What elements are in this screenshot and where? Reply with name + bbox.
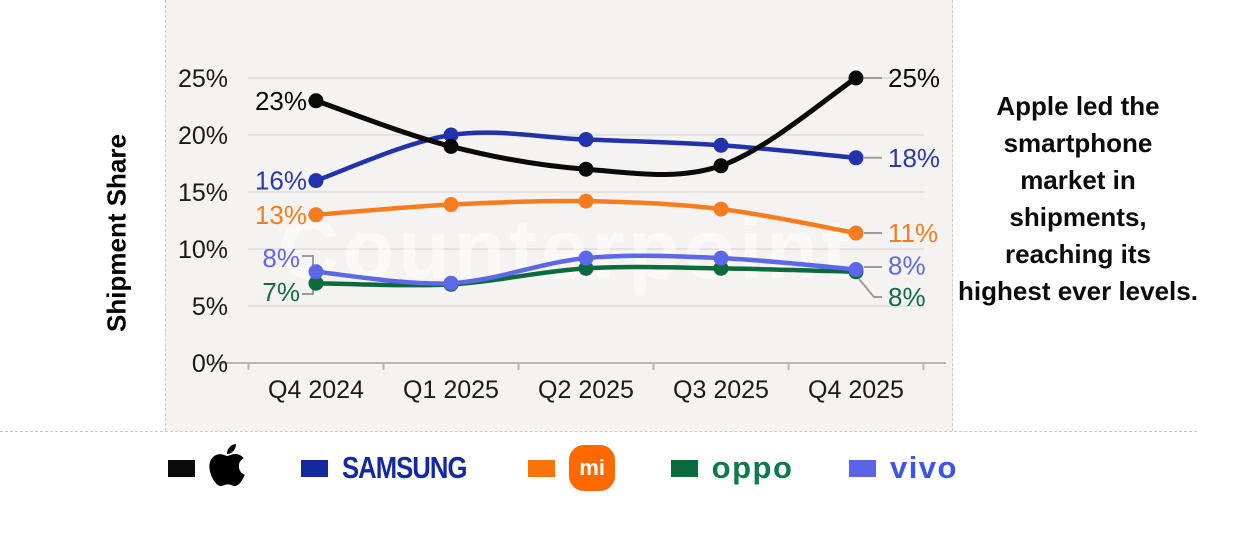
legend-item-apple	[168, 444, 245, 489]
apple-color-swatch	[168, 459, 195, 477]
first-value-label-xiaomi: 13%	[255, 200, 307, 230]
data-point-apple	[578, 161, 594, 177]
label-leader-line	[858, 278, 882, 298]
data-point-apple	[848, 70, 864, 86]
samsung-wordmark: SAMSUNG	[341, 450, 467, 485]
x-tick-label: Q1 2025	[403, 376, 499, 404]
data-point-vivo	[578, 250, 594, 266]
data-point-xiaomi	[308, 207, 324, 223]
series-line-apple	[313, 75, 859, 178]
data-point-samsung	[578, 132, 594, 148]
x-tick-label: Q2 2025	[538, 376, 634, 404]
horizontal-dashed-divider	[0, 431, 1197, 432]
y-tick-label: 20%	[178, 122, 228, 150]
data-point-xiaomi	[848, 225, 864, 241]
data-point-oppo	[578, 260, 594, 276]
x-tick-label: Q3 2025	[673, 376, 769, 404]
data-point-xiaomi	[443, 197, 459, 213]
data-point-apple	[443, 138, 459, 154]
y-tick-label: 0%	[192, 350, 228, 378]
last-value-label-samsung: 18%	[888, 143, 940, 173]
oppo-color-swatch	[670, 459, 698, 477]
x-tick-label: Q4 2025	[808, 376, 904, 404]
chart-annotation: Apple led the smartphone market in shipm…	[958, 91, 1198, 306]
data-point-samsung	[848, 150, 864, 166]
data-point-samsung	[308, 173, 324, 189]
data-point-oppo	[308, 275, 324, 291]
legend-item-vivo: vivo	[848, 450, 958, 486]
apple-logo-icon	[209, 444, 245, 486]
oppo-wordmark: oppo	[711, 450, 794, 485]
first-value-label-samsung: 16%	[255, 166, 307, 196]
y-tick-label: 10%	[178, 236, 228, 264]
data-point-xiaomi	[713, 201, 729, 217]
data-point-vivo	[848, 262, 864, 278]
label-leader-line	[302, 255, 314, 266]
data-point-apple	[713, 158, 729, 174]
data-point-vivo	[713, 250, 729, 266]
data-point-apple	[308, 93, 324, 109]
last-value-label-oppo: 8%	[888, 282, 926, 312]
last-value-label-apple: 25%	[888, 63, 940, 93]
data-point-vivo	[308, 264, 324, 280]
y-tick-label: 25%	[178, 65, 228, 93]
last-value-label-xiaomi: 11%	[888, 218, 938, 248]
vivo-color-swatch	[848, 459, 876, 477]
vivo-wordmark: vivo	[889, 450, 958, 485]
data-point-xiaomi	[578, 193, 594, 209]
chart-legend: SAMSUNG mi oppo vivo	[168, 438, 958, 498]
first-value-label-oppo: 7%	[262, 277, 300, 307]
y-tick-label: 5%	[192, 293, 228, 321]
data-point-samsung	[713, 137, 729, 153]
data-point-samsung	[443, 127, 459, 143]
x-tick-label: Q4 2024	[268, 376, 364, 404]
y-tick-label: 15%	[178, 179, 228, 207]
legend-item-samsung: SAMSUNG	[300, 450, 473, 485]
first-value-label-vivo: 8%	[262, 243, 300, 273]
first-value-label-apple: 23%	[255, 86, 307, 116]
data-point-oppo	[713, 260, 729, 276]
samsung-color-swatch	[300, 459, 328, 477]
legend-item-xiaomi: mi	[528, 445, 616, 491]
last-value-label-vivo: 8%	[888, 251, 926, 281]
legend-item-oppo: oppo	[670, 450, 794, 486]
data-point-vivo	[443, 275, 459, 291]
chart-panel: Counterpoint 0% 5% 10% 15% 20% 25% Q4 2024 Q1 20…	[165, 0, 953, 431]
xiaomi-color-swatch	[528, 459, 556, 477]
y-axis-title: Shipment Share	[101, 134, 132, 332]
xiaomi-mi-logo-icon: mi	[569, 445, 616, 491]
